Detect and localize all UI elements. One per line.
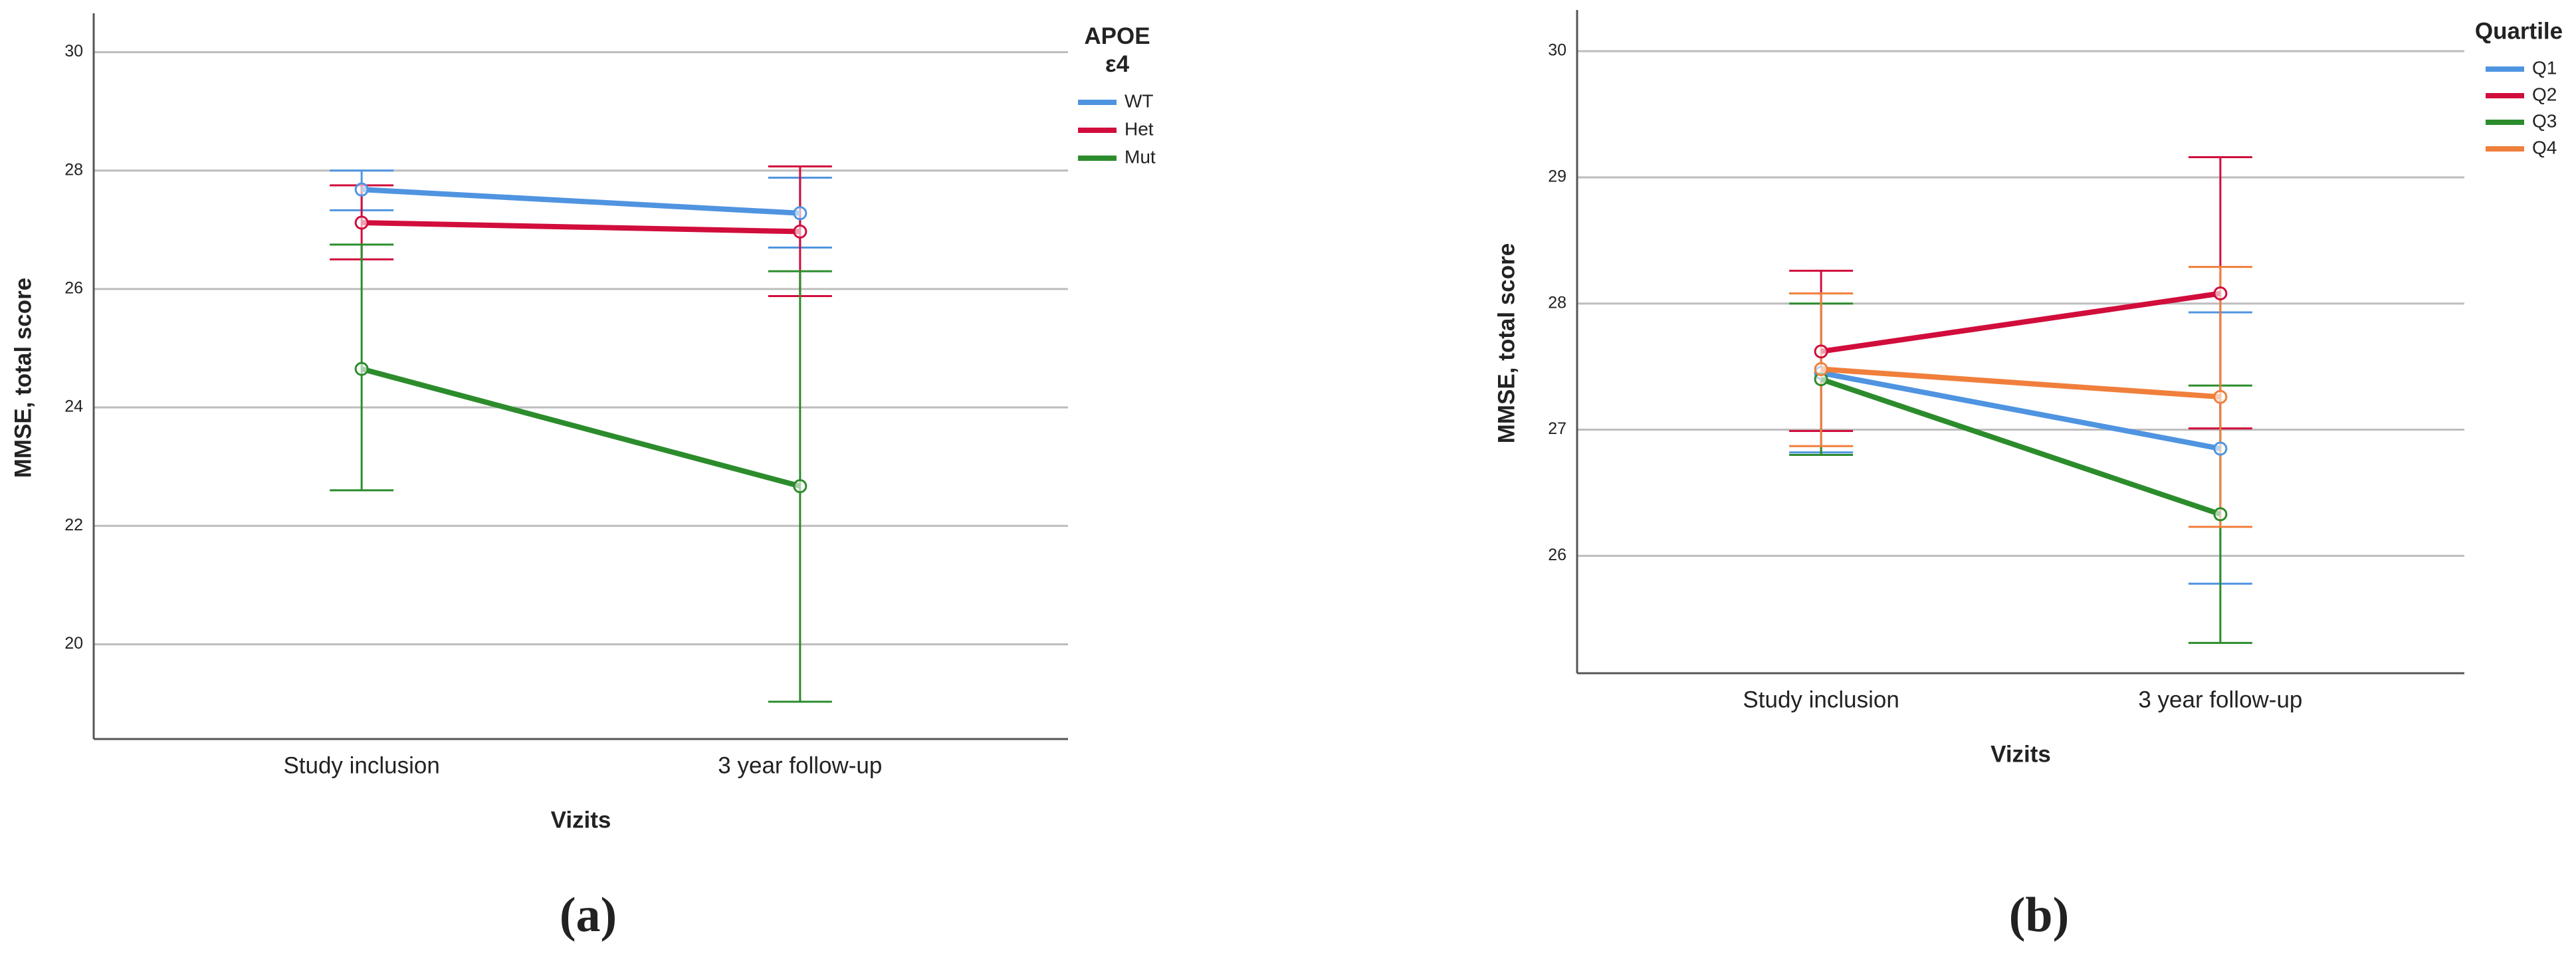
point — [793, 479, 807, 494]
y-axis-label: MMSE, total score — [1493, 243, 1519, 443]
legend-label: Q2 — [2532, 84, 2557, 104]
y-tick-label: 28 — [64, 160, 83, 179]
point — [354, 182, 369, 197]
point — [2213, 507, 2228, 522]
caption: (b) — [2009, 888, 2069, 942]
y-tick-label: 28 — [1548, 293, 1566, 312]
legend-title: Quartile — [2475, 18, 2563, 44]
legend-title: APOE ε4 — [1084, 23, 1150, 77]
x-tick-label: Study inclusion — [1743, 687, 1899, 712]
y-tick-label: 22 — [64, 516, 83, 534]
y-tick-label: 27 — [1548, 419, 1566, 438]
y-axis-label: MMSE, total score — [10, 278, 36, 478]
y-tick-label: 29 — [1548, 167, 1566, 185]
point — [2213, 286, 2228, 301]
x-tick-label: Study inclusion — [283, 752, 439, 778]
y-tick-label: 30 — [1548, 41, 1566, 60]
series-line — [1820, 366, 2221, 400]
point — [354, 215, 369, 230]
legend-label: Mut — [1125, 146, 1156, 167]
x-tick-label: 3 year follow-up — [2138, 687, 2302, 712]
x-axis-label: Vizits — [551, 807, 611, 833]
y-tick-label: 26 — [1548, 546, 1566, 564]
series-line — [1820, 370, 2221, 451]
point — [2213, 441, 2228, 456]
series-line — [361, 366, 801, 489]
y-tick-label: 30 — [64, 42, 83, 60]
y-tick-label: 24 — [64, 397, 83, 416]
series-line — [362, 220, 800, 235]
point — [1814, 362, 1828, 376]
legend-label: Het — [1125, 118, 1154, 139]
y-tick-label: 20 — [64, 634, 83, 653]
point — [793, 224, 807, 239]
caption: (a) — [560, 888, 617, 942]
y-tick-label: 26 — [64, 278, 83, 297]
legend-label: Q3 — [2532, 110, 2557, 131]
series-line — [361, 187, 801, 216]
point — [354, 362, 369, 376]
legend-label: Q1 — [2532, 57, 2557, 78]
point — [793, 206, 807, 221]
point — [1814, 344, 1828, 359]
series-line — [1820, 376, 2222, 517]
legend-label: WT — [1125, 90, 1154, 111]
legend-label: Q4 — [2532, 137, 2557, 158]
x-axis-label: Vizits — [1990, 741, 2051, 767]
x-tick-label: 3 year follow-up — [718, 752, 882, 778]
point — [2213, 389, 2228, 404]
series-line — [1820, 290, 2221, 354]
